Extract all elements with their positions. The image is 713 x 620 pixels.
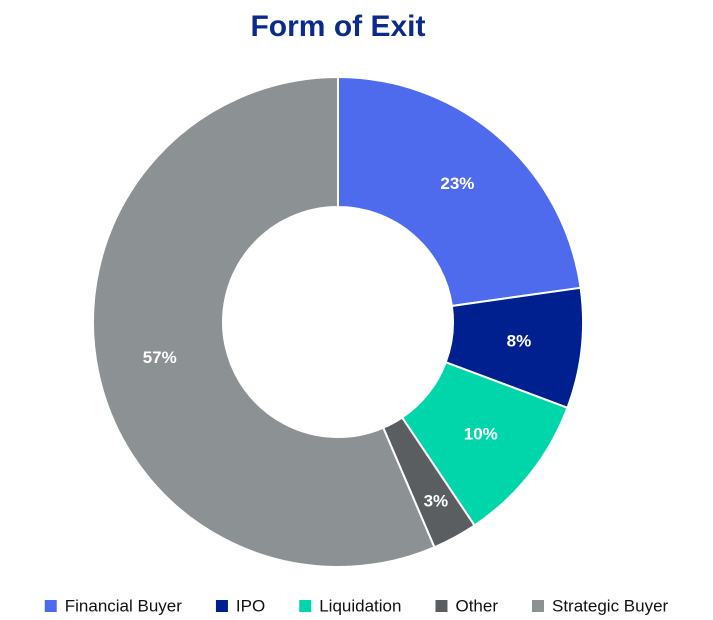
value-label: 3% — [424, 492, 449, 511]
legend-label: Financial Buyer — [65, 596, 183, 615]
legend-label: Liquidation — [319, 596, 401, 615]
legend-swatch — [44, 600, 57, 612]
legend-label: IPO — [236, 596, 265, 615]
value-label: 10% — [464, 424, 498, 443]
legend-label: Strategic Buyer — [552, 596, 669, 615]
legend-swatch — [299, 600, 312, 612]
value-label: 57% — [143, 348, 177, 367]
legend-swatch — [532, 600, 545, 612]
legend-label: Other — [455, 596, 498, 615]
value-label: 8% — [507, 331, 532, 350]
slice — [337, 75, 582, 308]
value-label: 23% — [440, 174, 474, 193]
slice — [92, 75, 436, 568]
chart-title: Form of Exit — [250, 10, 425, 43]
legend-swatch — [435, 600, 448, 612]
legend-swatch — [215, 600, 228, 612]
